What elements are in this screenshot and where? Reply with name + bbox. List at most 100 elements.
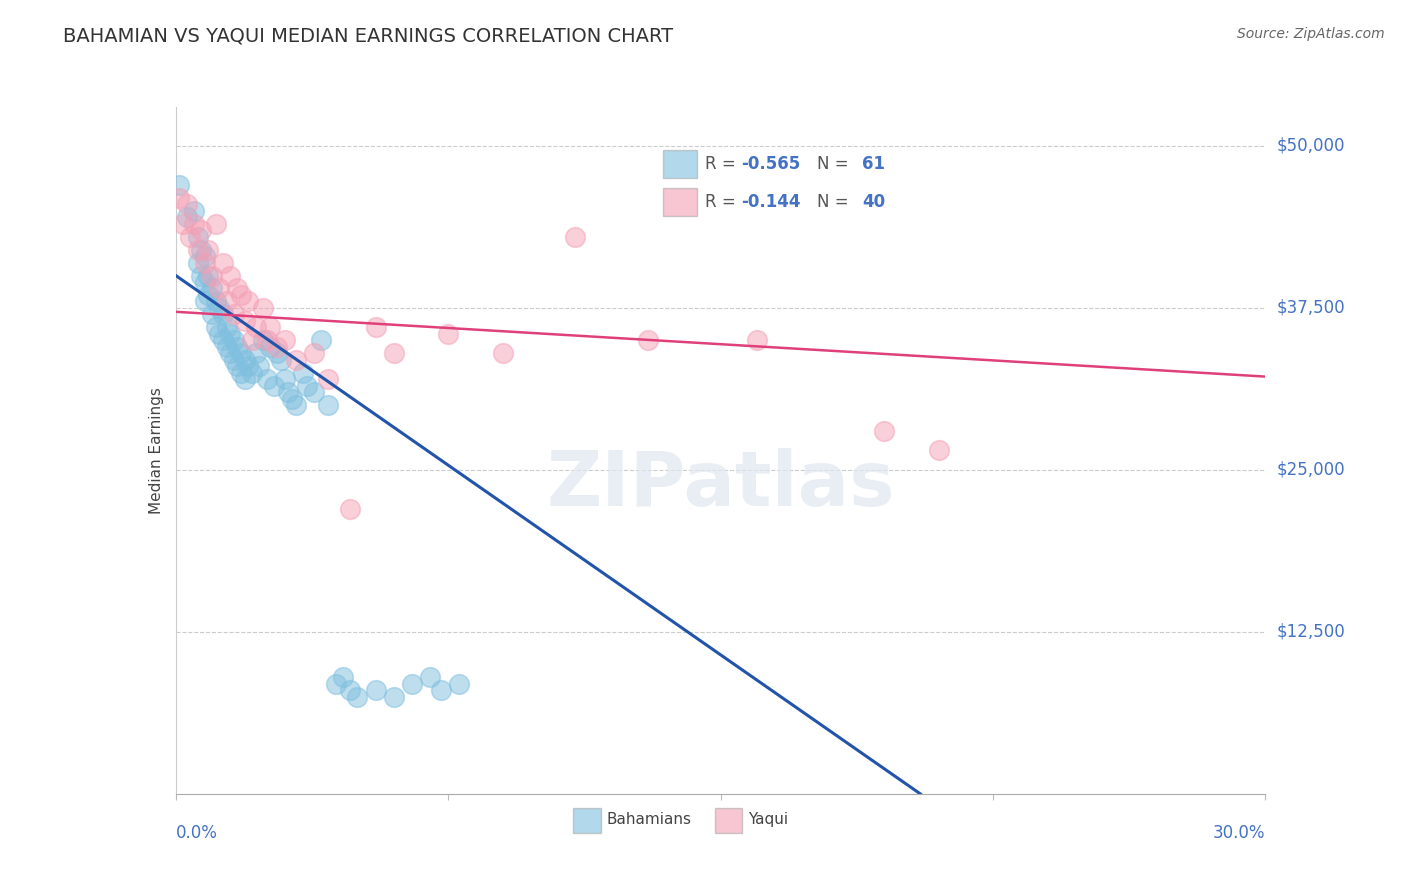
Point: [197, 268, 219, 283]
Point: [382, 690, 405, 704]
Text: Yaqui: Yaqui: [748, 812, 787, 827]
FancyBboxPatch shape: [716, 808, 742, 833]
Point: [176, 210, 198, 224]
Point: [169, 191, 191, 205]
Point: [233, 314, 256, 328]
Point: [169, 178, 191, 192]
Point: [179, 229, 201, 244]
Point: [284, 352, 307, 367]
Point: [259, 320, 281, 334]
Text: Source: ZipAtlas.com: Source: ZipAtlas.com: [1237, 27, 1385, 41]
Point: [222, 307, 245, 321]
Point: [263, 378, 285, 392]
Point: [284, 398, 307, 412]
Point: [212, 255, 235, 269]
Point: [382, 346, 405, 360]
Point: [194, 255, 217, 269]
Point: [212, 334, 235, 348]
Point: [430, 683, 453, 698]
Point: [346, 690, 368, 704]
Text: N =: N =: [817, 154, 855, 173]
Point: [291, 366, 314, 380]
Point: [309, 334, 332, 348]
Text: BAHAMIAN VS YAQUI MEDIAN EARNINGS CORRELATION CHART: BAHAMIAN VS YAQUI MEDIAN EARNINGS CORREL…: [63, 27, 673, 45]
Point: [194, 275, 217, 289]
Point: [231, 288, 253, 302]
Point: [186, 255, 209, 269]
Point: [259, 340, 281, 354]
Text: $37,500: $37,500: [1277, 299, 1346, 317]
Text: $12,500: $12,500: [1277, 623, 1346, 640]
Point: [245, 320, 267, 334]
Point: [219, 346, 242, 360]
Point: [240, 334, 263, 348]
Point: [176, 197, 198, 211]
Point: [204, 294, 226, 309]
Point: [564, 229, 586, 244]
Point: [339, 683, 361, 698]
Point: [226, 340, 249, 354]
Point: [219, 326, 242, 341]
Point: [186, 243, 209, 257]
Point: [247, 359, 270, 374]
Point: [215, 320, 238, 334]
Point: [256, 372, 278, 386]
FancyBboxPatch shape: [574, 808, 600, 833]
Point: [245, 346, 267, 360]
Point: [197, 288, 219, 302]
Point: [437, 326, 460, 341]
Point: [204, 217, 226, 231]
Point: [274, 334, 297, 348]
Point: [364, 320, 387, 334]
Point: [183, 217, 205, 231]
Text: ZIPatlas: ZIPatlas: [547, 448, 894, 522]
Point: [240, 366, 263, 380]
Point: [222, 352, 245, 367]
Point: [302, 385, 325, 400]
Text: R =: R =: [704, 193, 741, 211]
Point: [201, 281, 224, 295]
Text: 30.0%: 30.0%: [1213, 824, 1265, 842]
Point: [637, 334, 659, 348]
Point: [233, 352, 256, 367]
Point: [190, 243, 212, 257]
Point: [194, 249, 217, 263]
FancyBboxPatch shape: [664, 150, 697, 178]
Point: [226, 281, 249, 295]
Text: N =: N =: [817, 193, 855, 211]
Point: [190, 268, 212, 283]
Point: [233, 372, 256, 386]
Point: [226, 359, 249, 374]
Text: 40: 40: [862, 193, 884, 211]
Point: [928, 443, 950, 458]
Point: [295, 378, 318, 392]
Text: $50,000: $50,000: [1277, 136, 1346, 155]
Text: -0.144: -0.144: [741, 193, 801, 211]
Point: [252, 301, 274, 315]
Point: [339, 501, 361, 516]
Point: [238, 359, 260, 374]
Text: $25,000: $25,000: [1277, 461, 1346, 479]
Point: [231, 346, 253, 360]
Point: [281, 392, 304, 406]
Point: [215, 340, 238, 354]
Point: [302, 346, 325, 360]
Point: [172, 217, 194, 231]
Text: 61: 61: [862, 154, 884, 173]
Point: [745, 334, 768, 348]
Point: [364, 683, 387, 698]
Point: [419, 670, 441, 684]
Text: -0.565: -0.565: [741, 154, 801, 173]
Point: [318, 372, 340, 386]
Y-axis label: Median Earnings: Median Earnings: [149, 387, 165, 514]
Point: [277, 385, 299, 400]
Point: [231, 366, 253, 380]
Point: [183, 203, 205, 218]
Point: [208, 326, 231, 341]
Point: [266, 340, 288, 354]
Point: [215, 294, 238, 309]
FancyBboxPatch shape: [664, 187, 697, 216]
Point: [208, 301, 231, 315]
Point: [325, 677, 347, 691]
Point: [266, 346, 288, 360]
